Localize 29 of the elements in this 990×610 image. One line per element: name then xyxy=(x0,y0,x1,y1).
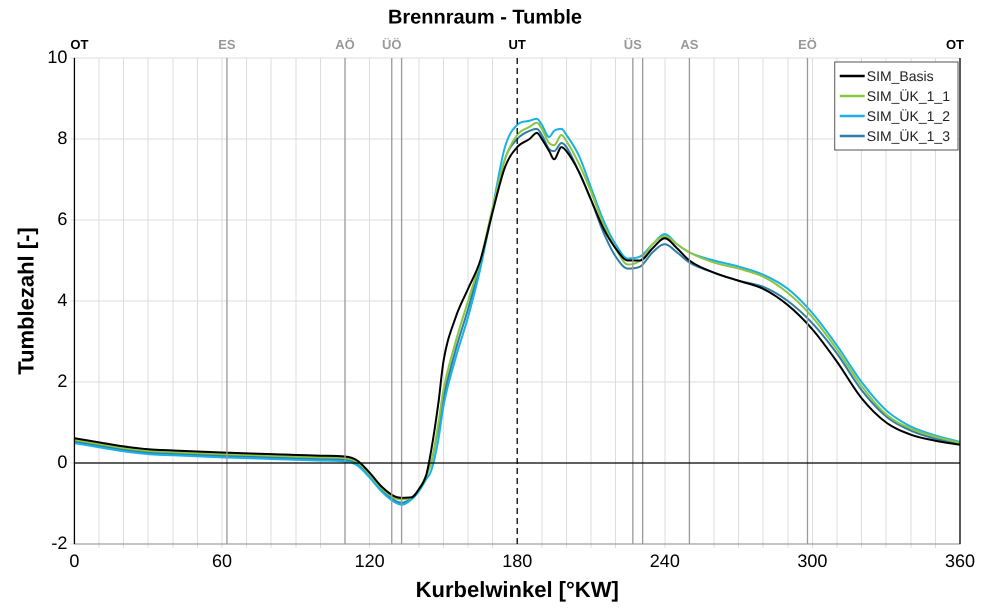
x-tick-label: 300 xyxy=(797,550,828,571)
ref-line-label: ÜS xyxy=(624,37,642,52)
y-tick-label: 0 xyxy=(57,452,68,472)
x-tick-label: 240 xyxy=(650,550,680,571)
x-tick-label: 360 xyxy=(944,550,976,571)
y-tick-label: 6 xyxy=(57,208,68,229)
y-tick-label: 8 xyxy=(57,128,68,148)
legend-label: SIM_Basis xyxy=(866,68,934,84)
ref-line-label: OT xyxy=(946,37,964,52)
ref-line-label: ÜÖ xyxy=(382,37,402,52)
chart-title: Brennraum - Tumble xyxy=(388,6,582,29)
x-tick-label: 60 xyxy=(212,550,232,571)
y-tick-label: 4 xyxy=(57,290,68,310)
legend-label: SIM_ÜK_1_1 xyxy=(866,88,950,104)
ref-line-label: UT xyxy=(508,37,526,52)
ref-line-label: OT xyxy=(70,37,89,52)
ref-line-label: EÖ xyxy=(798,37,817,52)
ref-line-label: AÖ xyxy=(335,37,355,52)
x-tick-label: 180 xyxy=(502,550,532,571)
legend-label: SIM_ÜK_1_2 xyxy=(866,108,950,124)
y-tick-label: 2 xyxy=(57,370,68,391)
y-tick-label: 10 xyxy=(47,46,68,67)
x-tick-label: 120 xyxy=(354,550,385,571)
y-tick-label: -2 xyxy=(51,532,68,553)
legend-label: SIM_ÜK_1_3 xyxy=(866,128,950,144)
y-axis-title: Tumblezahl [-] xyxy=(13,227,38,375)
ref-line-label: ES xyxy=(218,37,236,52)
ref-line-label: AS xyxy=(680,37,699,52)
x-axis-title: Kurbelwinkel [°KW] xyxy=(416,576,619,602)
